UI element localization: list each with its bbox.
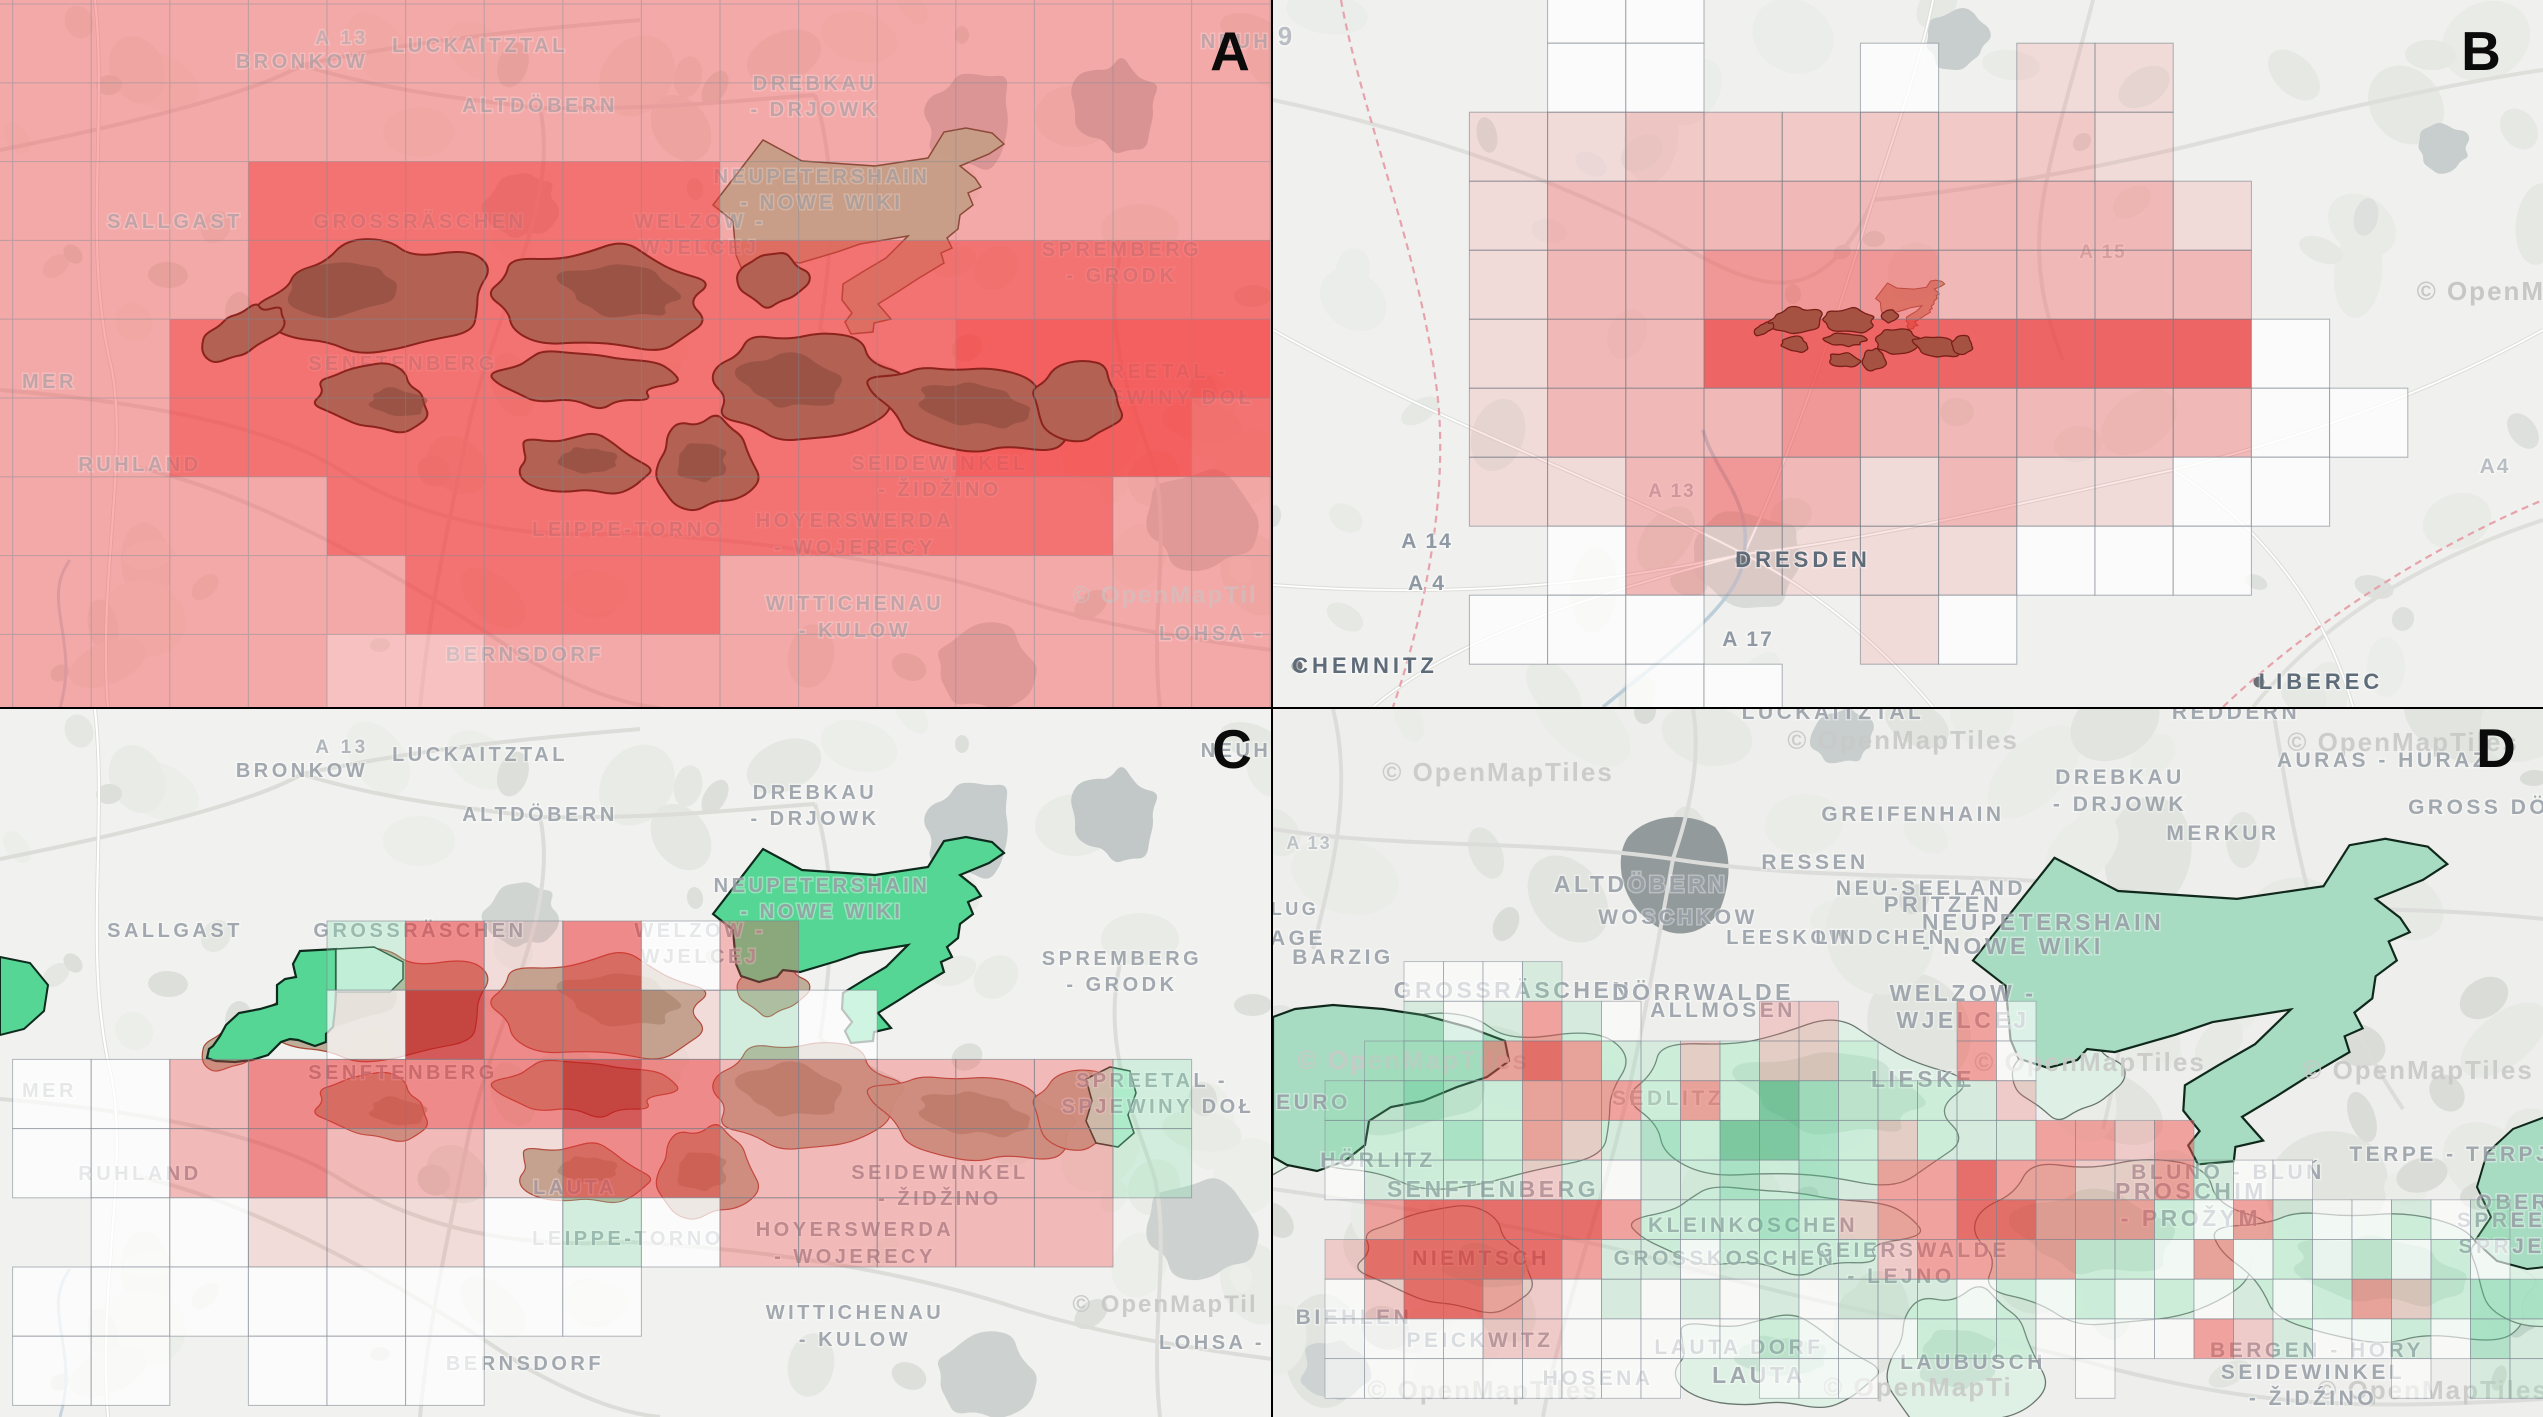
svg-text:D: D (2476, 717, 2516, 779)
svg-text:NEUPETERSHAIN: NEUPETERSHAIN (714, 875, 931, 897)
svg-text:WITTICHENAU: WITTICHENAU (766, 1302, 944, 1324)
svg-text:C: C (1212, 718, 1252, 780)
svg-text:NEUHA: NEUHA (1201, 31, 1290, 53)
svg-text:- KULOW: - KULOW (799, 1329, 911, 1351)
svg-text:LOHSA -: LOHSA - (1159, 623, 1265, 645)
svg-text:KLEINKOSCHEN: KLEINKOSCHEN (1648, 1214, 1858, 1237)
svg-text:A 4: A 4 (1408, 572, 1446, 595)
svg-text:LUCKAITZTAL: LUCKAITZTAL (392, 35, 568, 57)
svg-text:DREBKAU: DREBKAU (753, 73, 878, 95)
svg-text:SALLGAST: SALLGAST (107, 920, 243, 942)
svg-text:- ŽIDŹINO: - ŽIDŹINO (2249, 1386, 2377, 1410)
svg-text:LIBEREC: LIBEREC (2259, 669, 2384, 694)
svg-text:NEUPETERSHAIN: NEUPETERSHAIN (714, 166, 931, 188)
svg-text:- KULOW: - KULOW (799, 620, 911, 642)
svg-text:- DRJOWK: - DRJOWK (750, 808, 879, 830)
svg-text:- DRJOWK: - DRJOWK (750, 99, 879, 121)
svg-text:LUCKAITZTAL: LUCKAITZTAL (1742, 701, 1925, 724)
svg-text:9: 9 (1278, 21, 1292, 51)
svg-text:LUCKAITZTAL: LUCKAITZTAL (392, 744, 568, 766)
svg-text:© OpenMapTiles: © OpenMapTiles (1787, 725, 2019, 755)
svg-text:PRITZEN: PRITZEN (1884, 892, 2003, 917)
svg-text:A 13: A 13 (1648, 481, 1695, 502)
svg-text:NEU-SEELAND: NEU-SEELAND (1836, 877, 2026, 900)
svg-text:OBER: OBER (2476, 1191, 2543, 1214)
svg-text:NEUPETERSHAIN: NEUPETERSHAIN (1922, 909, 2164, 935)
svg-text:ALTDÖBERN: ALTDÖBERN (462, 94, 618, 117)
svg-text:A 13: A 13 (315, 737, 368, 758)
svg-text:RESSEN: RESSEN (1761, 851, 1868, 874)
svg-text:DREBKAU: DREBKAU (2055, 766, 2185, 789)
svg-text:- NOWE WIKI: - NOWE WIKI (741, 192, 904, 214)
svg-text:GROSS DÖB: GROSS DÖB (2408, 796, 2543, 819)
svg-text:© OpenMapTiles: © OpenMapTiles (2287, 727, 2519, 757)
svg-text:B: B (2461, 20, 2501, 82)
svg-text:LUG: LUG (1271, 899, 1320, 919)
svg-text:REDDERN: REDDERN (2172, 701, 2300, 724)
svg-text:DREBKAU: DREBKAU (753, 782, 878, 804)
svg-text:ALTDÖBERN: ALTDÖBERN (1554, 871, 1728, 897)
svg-text:BRONKOW: BRONKOW (236, 760, 368, 782)
svg-text:- DRJOWK: - DRJOWK (2053, 793, 2187, 816)
svg-text:LOHSA -: LOHSA - (1159, 1332, 1265, 1354)
svg-text:MER: MER (22, 371, 77, 393)
svg-text:© OpenMapTiles: © OpenMapTiles (1382, 757, 1614, 787)
svg-text:HOYERSWERDA: HOYERSWERDA (756, 1219, 955, 1241)
svg-text:SPREMBERG: SPREMBERG (1042, 948, 1202, 970)
svg-text:SPJEWINY DOŁ: SPJEWINY DOŁ (1062, 1096, 1255, 1118)
svg-text:- NOWE WIKI: - NOWE WIKI (1922, 933, 2104, 959)
svg-text:LEESKOW: LEESKOW (1726, 927, 1852, 949)
svg-text:© OpenMap: © OpenMap (2417, 276, 2543, 306)
svg-text:BRONKOW: BRONKOW (236, 51, 368, 73)
svg-text:SEIDEWINKEL: SEIDEWINKEL (851, 1162, 1028, 1184)
svg-text:WITTICHENAU: WITTICHENAU (766, 593, 944, 615)
svg-text:LIESKE: LIESKE (1871, 1066, 1975, 1092)
svg-text:A 15: A 15 (2079, 242, 2126, 263)
svg-text:MERKUR: MERKUR (2166, 822, 2279, 845)
svg-text:TERPE - TERPJE: TERPE - TERPJE (2349, 1143, 2543, 1166)
svg-text:© OpenMapTil: © OpenMapTil (1072, 1291, 1257, 1318)
svg-text:CHEMNITZ: CHEMNITZ (1292, 653, 1438, 678)
svg-text:GROSSKOSCHEN: GROSSKOSCHEN (1614, 1247, 1837, 1270)
svg-text:LAUBUSCH: LAUBUSCH (1900, 1351, 2046, 1374)
svg-text:- GRODK: - GRODK (1066, 974, 1177, 996)
svg-text:A: A (1210, 20, 1250, 82)
svg-text:BARZIG: BARZIG (1292, 946, 1394, 969)
svg-text:SALLGAST: SALLGAST (107, 211, 243, 233)
svg-text:A 13: A 13 (1286, 833, 1331, 853)
svg-text:LINDCHEN: LINDCHEN (1815, 927, 1946, 949)
svg-text:AURAS - HURAZ: AURAS - HURAZ (2277, 749, 2489, 772)
svg-text:WOSCHKOW: WOSCHKOW (1598, 906, 1758, 929)
svg-text:DRESDEN: DRESDEN (1735, 547, 1871, 572)
svg-text:A4: A4 (2480, 455, 2511, 478)
svg-text:ALTDÖBERN: ALTDÖBERN (462, 803, 618, 826)
svg-text:- WOJERECY: - WOJERECY (774, 1246, 936, 1268)
svg-text:NEUHA: NEUHA (1201, 740, 1290, 762)
svg-text:ALLMOSEN: ALLMOSEN (1650, 999, 1796, 1022)
svg-text:AGE: AGE (1270, 927, 1326, 950)
svg-text:A 13: A 13 (315, 28, 368, 49)
svg-text:MEURO: MEURO (1255, 1091, 1351, 1114)
svg-text:SEIDEWINKEL: SEIDEWINKEL (2221, 1361, 2405, 1384)
svg-text:- NOWE WIKI: - NOWE WIKI (741, 901, 904, 923)
svg-text:BERNSDORF: BERNSDORF (446, 644, 604, 666)
svg-text:© OpenMapTil: © OpenMapTil (1072, 582, 1257, 609)
svg-text:© OpenMapTiles: © OpenMapTiles (2302, 1055, 2534, 1085)
svg-text:A 14: A 14 (1401, 530, 1453, 553)
svg-text:GREIFENHAIN: GREIFENHAIN (1821, 803, 2004, 826)
svg-text:A 17: A 17 (1722, 628, 1774, 651)
